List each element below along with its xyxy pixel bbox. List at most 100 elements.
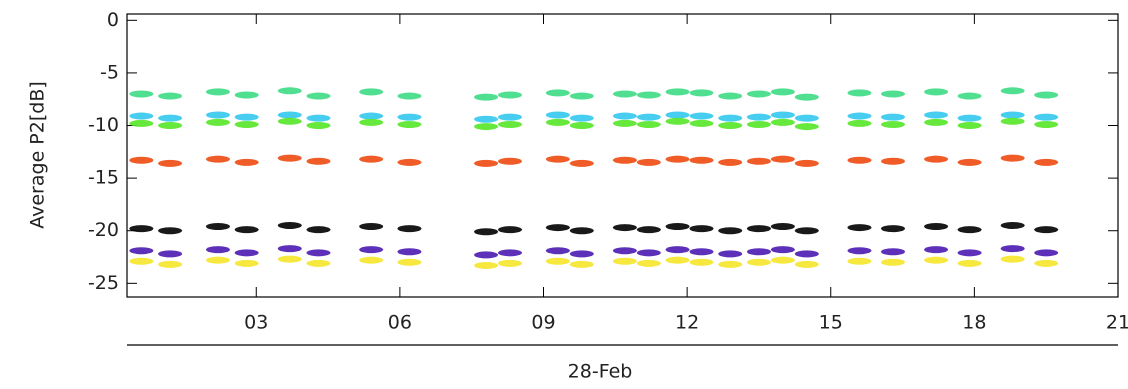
- point-cluster: [234, 226, 259, 234]
- point-cluster: [359, 223, 384, 231]
- point-cluster: [689, 248, 714, 256]
- point-cluster: [474, 123, 499, 131]
- point-cluster: [794, 93, 819, 101]
- point-cluster: [234, 120, 259, 128]
- x-tick-label: 21: [1106, 312, 1128, 334]
- point-cluster: [158, 260, 183, 268]
- point-cluster: [612, 156, 637, 164]
- point-cluster: [1034, 120, 1059, 128]
- point-cluster: [847, 247, 872, 255]
- point-cluster: [277, 154, 302, 162]
- y-tick-label: -10: [88, 114, 119, 136]
- point-cluster: [718, 114, 743, 122]
- point-cluster: [497, 120, 522, 128]
- point-cluster: [129, 119, 154, 127]
- point-cluster: [306, 92, 331, 100]
- point-cluster: [665, 88, 690, 96]
- point-cluster: [205, 118, 230, 126]
- point-cluster: [924, 88, 949, 96]
- point-cluster: [158, 114, 183, 122]
- point-cluster: [847, 112, 872, 120]
- point-cluster: [718, 250, 743, 258]
- point-cluster: [636, 158, 661, 166]
- point-cluster: [129, 247, 154, 255]
- y-tick-label: 0: [107, 9, 119, 31]
- x-tick-label: 06: [388, 312, 412, 334]
- point-cluster: [924, 256, 949, 264]
- point-cluster: [1000, 221, 1025, 229]
- point-cluster: [1034, 113, 1059, 121]
- point-cluster: [569, 114, 594, 122]
- point-cluster: [847, 156, 872, 164]
- point-cluster: [636, 259, 661, 267]
- point-cluster: [129, 156, 154, 164]
- point-cluster: [794, 123, 819, 131]
- point-cluster: [158, 92, 183, 100]
- point-cluster: [665, 155, 690, 163]
- point-cluster: [847, 257, 872, 265]
- point-cluster: [359, 246, 384, 254]
- point-cluster: [612, 112, 637, 120]
- y-axis-label: Average P2[dB]: [27, 81, 49, 229]
- point-cluster: [545, 111, 570, 119]
- point-cluster: [234, 259, 259, 267]
- point-cluster: [129, 257, 154, 265]
- point-cluster: [306, 226, 331, 234]
- x-tick-label: 09: [531, 312, 555, 334]
- point-cluster: [234, 158, 259, 166]
- point-cluster: [689, 156, 714, 164]
- point-cluster: [158, 250, 183, 258]
- point-cluster: [880, 225, 905, 233]
- point-cluster: [718, 227, 743, 235]
- point-cluster: [770, 155, 795, 163]
- point-cluster: [924, 246, 949, 254]
- point-cluster: [306, 259, 331, 267]
- point-cluster: [1000, 87, 1025, 95]
- point-cluster: [746, 258, 771, 266]
- point-cluster: [359, 112, 384, 120]
- point-cluster: [306, 157, 331, 165]
- point-cluster: [397, 92, 422, 100]
- point-cluster: [359, 118, 384, 126]
- point-cluster: [277, 221, 302, 229]
- point-cluster: [746, 113, 771, 121]
- point-cluster: [474, 115, 499, 123]
- point-cluster: [718, 158, 743, 166]
- point-cluster: [306, 249, 331, 257]
- point-cluster: [234, 113, 259, 121]
- point-cluster: [569, 260, 594, 268]
- y-tick-label: -15: [88, 167, 119, 189]
- point-cluster: [497, 226, 522, 234]
- point-cluster: [234, 249, 259, 257]
- point-cluster: [1034, 259, 1059, 267]
- point-cluster: [569, 250, 594, 258]
- point-cluster: [746, 157, 771, 165]
- x-tick-label: 12: [675, 312, 699, 334]
- point-cluster: [359, 155, 384, 163]
- point-cluster: [277, 255, 302, 263]
- point-cluster: [770, 118, 795, 126]
- point-cluster: [1034, 158, 1059, 166]
- point-cluster: [497, 259, 522, 267]
- point-cluster: [277, 117, 302, 125]
- point-cluster: [957, 158, 982, 166]
- point-cluster: [545, 247, 570, 255]
- point-cluster: [880, 90, 905, 98]
- point-cluster: [794, 159, 819, 167]
- point-cluster: [957, 226, 982, 234]
- point-cluster: [847, 119, 872, 127]
- point-cluster: [158, 159, 183, 167]
- point-cluster: [957, 92, 982, 100]
- point-cluster: [770, 111, 795, 119]
- point-cluster: [545, 89, 570, 97]
- point-cluster: [665, 223, 690, 231]
- point-cluster: [359, 88, 384, 96]
- point-cluster: [474, 93, 499, 101]
- point-cluster: [1000, 111, 1025, 119]
- point-cluster: [689, 258, 714, 266]
- point-cluster: [569, 122, 594, 130]
- point-cluster: [397, 225, 422, 233]
- point-cluster: [397, 258, 422, 266]
- point-cluster: [569, 227, 594, 235]
